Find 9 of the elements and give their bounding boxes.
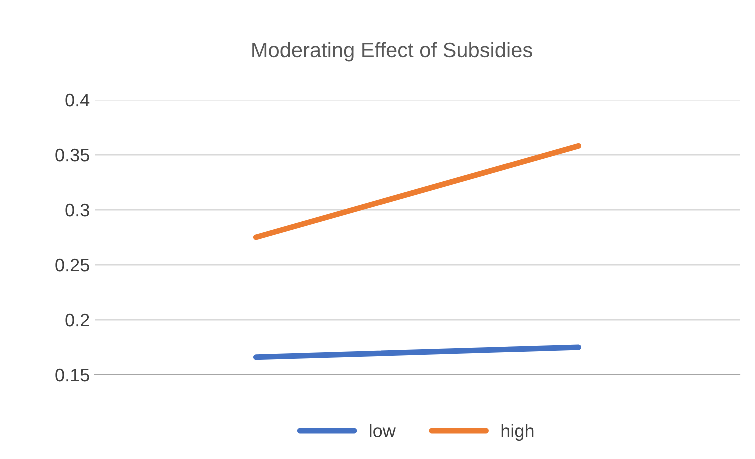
y-tick-label: 0.2: [66, 314, 90, 327]
legend-label: high: [502, 424, 534, 442]
y-tick-label: 0.25: [56, 258, 90, 272]
y-tick-label: 0.35: [56, 148, 90, 162]
chart-title: Moderating Effect of Subsidies: [252, 42, 532, 62]
legend-label: low: [370, 424, 396, 438]
y-tick-label: 0.15: [56, 368, 90, 382]
y-tick-label: 0.3: [66, 204, 90, 217]
y-tick-label: 0.4: [66, 94, 90, 107]
